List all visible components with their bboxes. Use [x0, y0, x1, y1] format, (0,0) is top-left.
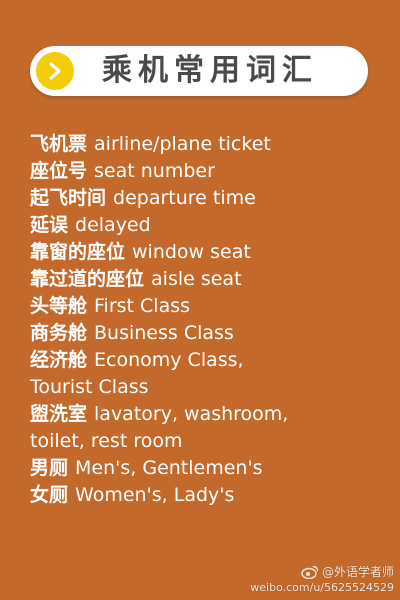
- term-chinese: 起飞时间: [30, 187, 107, 209]
- term-english: Women's, Lady's: [75, 484, 235, 506]
- chevron-right-icon: [36, 52, 74, 90]
- list-item: 经济舱 Economy Class,: [30, 347, 390, 374]
- term-chinese: 女厕: [30, 484, 69, 506]
- term-chinese: 经济舱: [30, 349, 88, 371]
- term-english: lavatory, washroom,: [94, 403, 289, 425]
- term-english: Business Class: [94, 322, 234, 344]
- list-item: 女厕 Women's, Lady's: [30, 482, 390, 509]
- list-item: 靠过道的座位 aisle seat: [30, 266, 390, 293]
- list-item: 男厕 Men's, Gentlemen's: [30, 455, 390, 482]
- list-item: 盥洗室 lavatory, washroom,: [30, 401, 390, 428]
- watermark-handle: @外语学者师: [321, 565, 394, 579]
- term-english: seat number: [94, 160, 215, 182]
- term-english: Economy Class,: [94, 349, 244, 371]
- list-item: 起飞时间 departure time: [30, 185, 390, 212]
- term-english-continued: Tourist Class: [30, 376, 149, 398]
- list-item: 靠窗的座位 window seat: [30, 239, 390, 266]
- list-item: toilet, rest room: [30, 428, 390, 455]
- term-chinese: 座位号: [30, 160, 88, 182]
- term-chinese: 靠窗的座位: [30, 241, 126, 263]
- term-english: aisle seat: [151, 268, 242, 290]
- list-item: Tourist Class: [30, 374, 390, 401]
- term-chinese: 头等舱: [30, 295, 88, 317]
- page-title: 乘机常用词汇: [102, 53, 318, 88]
- list-item: 座位号 seat number: [30, 158, 390, 185]
- list-item: 头等舱 First Class: [30, 293, 390, 320]
- term-english: departure time: [113, 187, 256, 209]
- weibo-logo-icon: [301, 565, 319, 579]
- list-item: 飞机票 airline/plane ticket: [30, 131, 390, 158]
- list-item: 商务舱 Business Class: [30, 320, 390, 347]
- title-banner: 乘机常用词汇: [30, 46, 368, 96]
- term-chinese: 盥洗室: [30, 403, 88, 425]
- term-chinese: 飞机票: [30, 133, 88, 155]
- vocabulary-list: 飞机票 airline/plane ticket 座位号 seat number 起…: [30, 131, 390, 509]
- term-chinese: 延误: [30, 214, 69, 236]
- term-english: Men's, Gentlemen's: [75, 457, 263, 479]
- term-chinese: 男厕: [30, 457, 69, 479]
- term-chinese: 靠过道的座位: [30, 268, 145, 290]
- term-english-continued: toilet, rest room: [30, 430, 183, 452]
- term-english: window seat: [132, 241, 251, 263]
- list-item: 延误 delayed: [30, 212, 390, 239]
- watermark: @外语学者师 weibo.com/u/5625524529: [250, 563, 394, 594]
- term-english: First Class: [94, 295, 191, 317]
- watermark-url: weibo.com/u/5625524529: [250, 581, 394, 594]
- term-english: delayed: [75, 214, 151, 236]
- term-chinese: 商务舱: [30, 322, 88, 344]
- term-english: airline/plane ticket: [94, 133, 271, 155]
